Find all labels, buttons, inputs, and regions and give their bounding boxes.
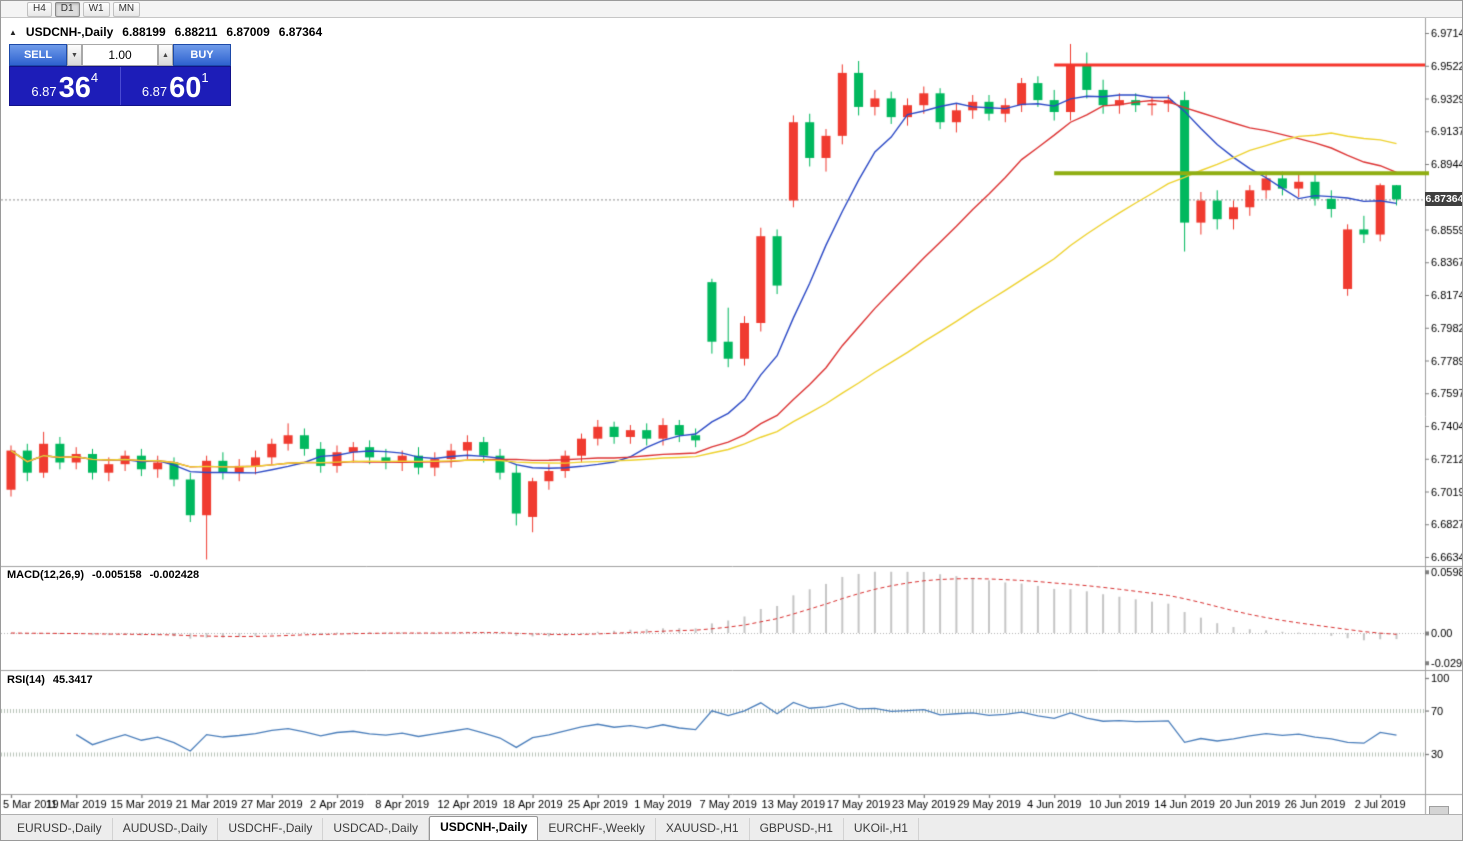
sell-price-display: 6.87 36 4 (10, 67, 121, 105)
chart-tabs-bar: EURUSD-,Daily AUDUSD-,Daily USDCHF-,Daily U… (1, 814, 1462, 840)
rsi-value: 45.3417 (52, 674, 93, 686)
timeframe-h4-button[interactable]: H4 (27, 1, 52, 17)
sell-button[interactable]: SELL (9, 44, 67, 66)
volume-decrease-button[interactable]: ▼ (67, 44, 82, 66)
volume-increase-button[interactable]: ▲ (158, 44, 173, 66)
tab-audusd-daily[interactable]: AUDUSD-,Daily (113, 818, 219, 840)
one-click-collapse-icon[interactable]: ▲ (9, 27, 17, 37)
trade-controls-row: SELL ▼ ▲ BUY (9, 44, 231, 66)
chart-canvas[interactable] (1, 18, 1462, 816)
current-price-tag: 6.87364 (1425, 192, 1463, 207)
trade-prices-row: 6.87 36 4 6.87 60 1 (9, 66, 231, 106)
tab-eurchf-weekly[interactable]: EURCHF-,Weekly (538, 818, 656, 840)
tab-usdchf-daily[interactable]: USDCHF-,Daily (218, 818, 324, 840)
macd-name: MACD(12,26,9) (7, 569, 85, 581)
rsi-name: RSI(14) (7, 674, 45, 686)
buy-price-point: 1 (201, 70, 209, 85)
ohlc-open: 6.88199 (122, 25, 166, 39)
ohlc-low: 6.87009 (226, 25, 270, 39)
macd-signal-value: -0.002428 (149, 569, 200, 581)
buy-price-prefix: 6.87 (141, 84, 168, 99)
symbol-title: USDCNH-,Daily (25, 25, 114, 39)
timeframe-w1-button[interactable]: W1 (82, 1, 110, 17)
sell-price-pips: 36 (58, 72, 91, 104)
timeframe-mn-button[interactable]: MN (112, 1, 141, 17)
buy-price-display: 6.87 60 1 (121, 67, 231, 105)
macd-value: -0.005158 (92, 569, 142, 581)
tab-gbpusd-h1[interactable]: GBPUSD-,H1 (750, 818, 844, 840)
one-click-trading-panel: SELL ▼ ▲ BUY 6.87 36 4 6.87 60 1 (9, 44, 231, 106)
tab-ukoil-h1[interactable]: UKOil-,H1 (844, 818, 919, 840)
tab-xauusd-h1[interactable]: XAUUSD-,H1 (656, 818, 750, 840)
ohlc-close: 6.87364 (278, 25, 323, 39)
macd-indicator-label: MACD(12,26,9) -0.005158 -0.002428 (7, 569, 207, 581)
sell-price-point: 4 (90, 70, 99, 85)
rsi-indicator-label: RSI(14) 45.3417 (7, 674, 101, 686)
timeframe-d1-button[interactable]: D1 (54, 1, 80, 17)
symbol-ohlc-line: ▲ USDCNH-,Daily 6.88199 6.88211 6.87009 … (9, 25, 322, 39)
timeframe-toolbar: H4 D1 W1 MN (1, 1, 1462, 18)
ohlc-high: 6.88211 (174, 25, 218, 39)
tab-usdcnh-daily[interactable]: USDCNH-,Daily (429, 816, 539, 840)
volume-input[interactable] (82, 44, 158, 66)
tab-eurusd-daily[interactable]: EURUSD-,Daily (7, 818, 113, 840)
buy-price-pips: 60 (169, 72, 202, 104)
tab-usdcad-daily[interactable]: USDCAD-,Daily (323, 818, 430, 840)
buy-button[interactable]: BUY (173, 44, 231, 66)
sell-price-prefix: 6.87 (31, 84, 57, 99)
